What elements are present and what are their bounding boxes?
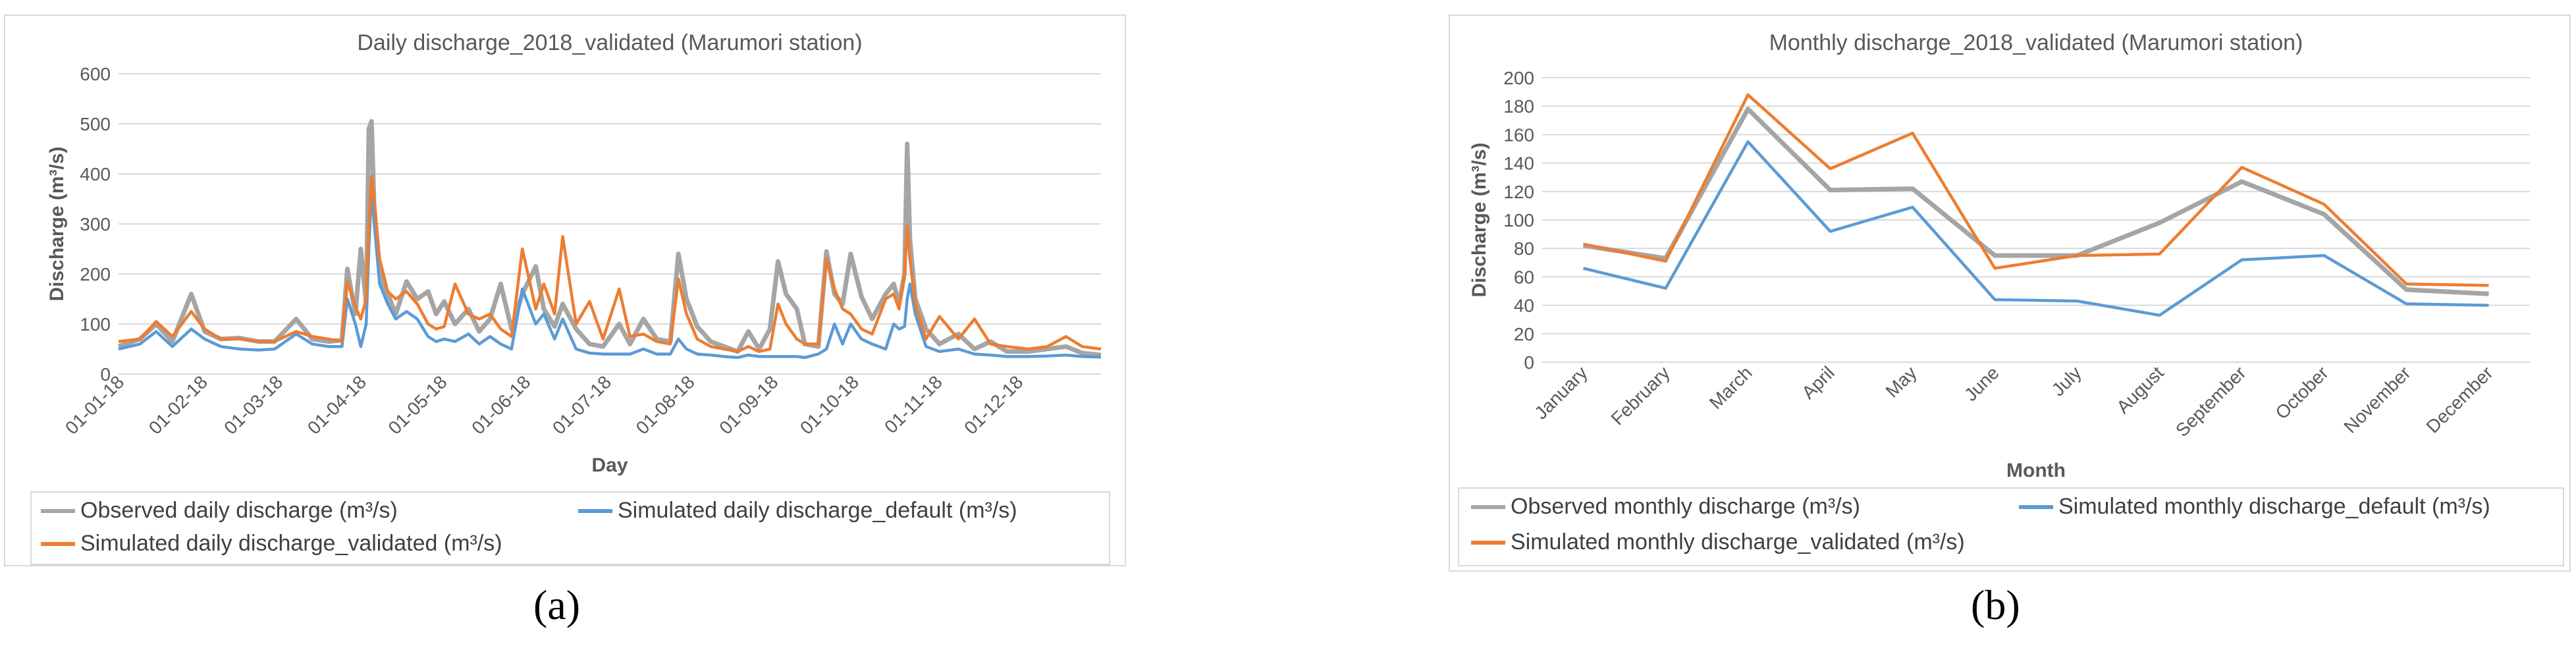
daily-x-tick-label: 01-08-18 bbox=[632, 371, 699, 438]
daily-y-tick-label: 300 bbox=[80, 214, 111, 234]
daily-x-tick-label: 01-06-18 bbox=[468, 371, 534, 438]
monthly-y-tick-label: 20 bbox=[1514, 324, 1534, 344]
daily-y-tick-label: 200 bbox=[80, 264, 111, 284]
legend-label-observed-monthly: Observed monthly discharge (m³/s) bbox=[1511, 494, 1860, 519]
legend-swatch-validated-monthly bbox=[1471, 540, 1505, 545]
daily-x-axis-title: Day bbox=[591, 454, 628, 476]
monthly-y-tick-label: 160 bbox=[1503, 124, 1534, 145]
monthly-y-tick-label: 0 bbox=[1524, 352, 1534, 373]
monthly-x-tick-label: January bbox=[1530, 362, 1591, 423]
daily-x-tick-label: 01-09-18 bbox=[715, 371, 782, 438]
daily-series-line-default bbox=[118, 187, 1102, 360]
daily-y-axis-title: Discharge (m³/s) bbox=[46, 146, 68, 301]
daily-y-tick-label: 100 bbox=[80, 314, 111, 335]
daily-x-tick-label: 01-11-18 bbox=[880, 371, 946, 437]
monthly-y-tick-label: 100 bbox=[1503, 210, 1534, 230]
monthly-y-tick-label: 80 bbox=[1514, 238, 1534, 259]
daily-x-tick-label: 01-04-18 bbox=[304, 371, 370, 438]
monthly-y-tick-label: 40 bbox=[1514, 296, 1534, 316]
legend-swatch-observed-monthly bbox=[1471, 504, 1505, 509]
daily-chart-panel: Daily discharge_2018_validated (Marumori… bbox=[4, 14, 1126, 566]
monthly-x-tick-label: November bbox=[2340, 362, 2414, 437]
monthly-chart-svg: Monthly discharge_2018_validated (Marumo… bbox=[1468, 30, 2530, 481]
monthly-chart-title: Monthly discharge_2018_validated (Marumo… bbox=[1769, 30, 2303, 55]
monthly-series-line-observed bbox=[1582, 107, 2489, 296]
daily-y-tick-label: 400 bbox=[80, 164, 111, 184]
legend-item-validated-monthly: Simulated monthly discharge_validated (m… bbox=[1471, 529, 1965, 555]
monthly-series-line-default bbox=[1582, 140, 2489, 317]
daily-chart-title: Daily discharge_2018_validated (Marumori… bbox=[357, 30, 862, 55]
monthly-y-tick-label: 200 bbox=[1503, 68, 1534, 88]
daily-y-tick-label: 600 bbox=[80, 64, 111, 84]
legend-label-default-daily: Simulated daily discharge_default (m³/s) bbox=[618, 498, 1017, 523]
monthly-chart-panel: Monthly discharge_2018_validated (Marumo… bbox=[1449, 14, 2571, 572]
monthly-y-tick-label: 140 bbox=[1503, 153, 1534, 174]
monthly-x-axis-title: Month bbox=[2006, 460, 2066, 481]
legend-label-validated-daily: Simulated daily discharge_validated (m³/… bbox=[80, 531, 502, 556]
legend-label-validated-monthly: Simulated monthly discharge_validated (m… bbox=[1511, 529, 1965, 555]
monthly-y-tick-label: 60 bbox=[1514, 267, 1534, 287]
monthly-x-tick-label: March bbox=[1705, 362, 1756, 413]
legend-item-observed-monthly: Observed monthly discharge (m³/s) bbox=[1471, 494, 1860, 520]
daily-chart-svg: Daily discharge_2018_validated (Marumori… bbox=[46, 30, 1102, 476]
daily-x-tick-label: 01-10-18 bbox=[796, 371, 863, 438]
legend-swatch-validated-daily bbox=[41, 541, 75, 546]
legend-swatch-default-daily bbox=[578, 508, 612, 513]
legend-item-default-daily: Simulated daily discharge_default (m³/s) bbox=[578, 498, 1017, 524]
monthly-series-line-validated bbox=[1583, 93, 2489, 287]
caption-a: (a) bbox=[533, 582, 581, 628]
daily-y-tick-label: 0 bbox=[100, 364, 111, 385]
legend-swatch-observed-daily bbox=[41, 508, 75, 513]
monthly-chart-legend: Observed monthly discharge (m³/s) Simula… bbox=[1458, 487, 2564, 566]
legend-item-observed-daily: Observed daily discharge (m³/s) bbox=[41, 498, 398, 524]
daily-series-line-validated bbox=[118, 175, 1102, 354]
daily-x-tick-label: 01-12-18 bbox=[960, 371, 1027, 438]
monthly-x-tick-label: May bbox=[1881, 362, 1920, 401]
monthly-x-tick-label: April bbox=[1798, 362, 1838, 403]
daily-x-tick-label: 01-01-18 bbox=[61, 371, 128, 438]
daily-x-tick-label: 01-02-18 bbox=[145, 371, 211, 438]
legend-item-default-monthly: Simulated monthly discharge_default (m³/… bbox=[2019, 494, 2490, 520]
monthly-y-tick-label: 180 bbox=[1503, 96, 1534, 117]
caption-b: (b) bbox=[1971, 582, 2020, 628]
daily-x-tick-label: 01-07-18 bbox=[549, 371, 615, 438]
monthly-x-tick-label: September bbox=[2172, 362, 2250, 441]
daily-x-tick-label: 01-03-18 bbox=[220, 371, 286, 438]
legend-swatch-default-monthly bbox=[2019, 504, 2053, 509]
monthly-x-tick-label: December bbox=[2422, 362, 2496, 437]
daily-y-tick-label: 500 bbox=[80, 114, 111, 134]
monthly-x-tick-label: June bbox=[1960, 362, 2003, 405]
daily-x-tick-label: 01-05-18 bbox=[385, 371, 451, 438]
monthly-x-tick-label: August bbox=[2112, 362, 2168, 418]
monthly-x-tick-label: February bbox=[1607, 362, 1674, 429]
legend-label-observed-daily: Observed daily discharge (m³/s) bbox=[80, 498, 398, 523]
monthly-y-tick-label: 120 bbox=[1503, 182, 1534, 202]
legend-item-validated-daily: Simulated daily discharge_validated (m³/… bbox=[41, 531, 502, 556]
daily-chart-legend: Observed daily discharge (m³/s) Simulate… bbox=[30, 491, 1110, 565]
monthly-x-tick-label: July bbox=[2048, 362, 2085, 400]
monthly-y-axis-title: Discharge (m³/s) bbox=[1468, 142, 1490, 297]
monthly-x-tick-label: October bbox=[2271, 362, 2332, 423]
legend-label-default-monthly: Simulated monthly discharge_default (m³/… bbox=[2058, 494, 2490, 519]
